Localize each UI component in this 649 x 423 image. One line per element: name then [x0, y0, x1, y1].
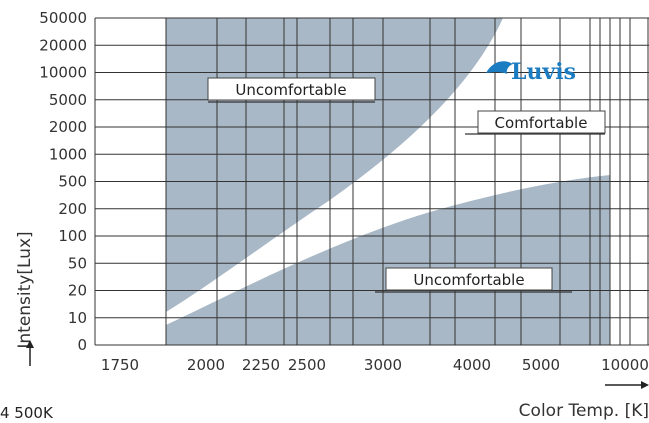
y-tick-label: 500 — [58, 173, 87, 191]
x-tick-label: 2250 — [242, 356, 280, 374]
y-tick-label: 10000 — [39, 64, 87, 82]
uncomfortable-bottom-text: Uncomfortable — [413, 271, 524, 289]
label-uncomfortable-top: Uncomfortable — [207, 77, 376, 103]
label-comfortable: Comfortable — [465, 110, 606, 135]
y-tick-labels: 0 10 20 50 100 200 500 1000 2000 5000 10000 20000 50… — [39, 9, 87, 354]
x-tick-label: 5000 — [522, 356, 560, 374]
x-tick-labels: 1750 2000 2250 2500 3000 4000 5000 10000 — [101, 356, 649, 374]
logo-bird-icon — [486, 61, 513, 74]
x-tick-label: 10000 — [601, 356, 649, 374]
uncomfortable-top-text: Uncomfortable — [235, 81, 346, 99]
label-uncomfortable-bottom: Uncomfortable — [375, 267, 572, 293]
x-tick-label: 4000 — [453, 356, 491, 374]
y-axis-arrow — [26, 340, 34, 366]
y-axis-title: Intensity[Lux] — [15, 231, 35, 348]
corner-text: 4 500K — [0, 404, 53, 422]
x-axis-title: Color Temp. [K] — [519, 401, 649, 421]
x-axis-arrow — [605, 381, 649, 389]
x-tick-label: 1750 — [101, 356, 139, 374]
y-tick-label: 1000 — [49, 145, 87, 163]
y-tick-label: 10 — [68, 309, 87, 327]
y-tick-label: 50 — [68, 254, 87, 272]
y-tick-label: 200 — [58, 200, 87, 218]
y-tick-label: 100 — [58, 227, 87, 245]
y-tick-label: 20000 — [39, 36, 87, 54]
y-tick-label: 2000 — [49, 118, 87, 136]
x-tick-label: 2500 — [288, 356, 326, 374]
x-tick-label: 2000 — [187, 356, 225, 374]
comfortable-text: Comfortable — [495, 114, 588, 132]
logo-text: Luvis — [511, 59, 576, 85]
uncomfortable-region-lower — [166, 175, 610, 345]
y-tick-label: 50000 — [39, 9, 87, 27]
x-tick-label: 3000 — [364, 356, 402, 374]
luvis-logo: Luvis — [486, 59, 576, 85]
y-tick-label: 0 — [77, 336, 87, 354]
grid-lines — [94, 17, 649, 346]
y-tick-label: 5000 — [49, 91, 87, 109]
y-tick-label: 20 — [68, 282, 87, 300]
